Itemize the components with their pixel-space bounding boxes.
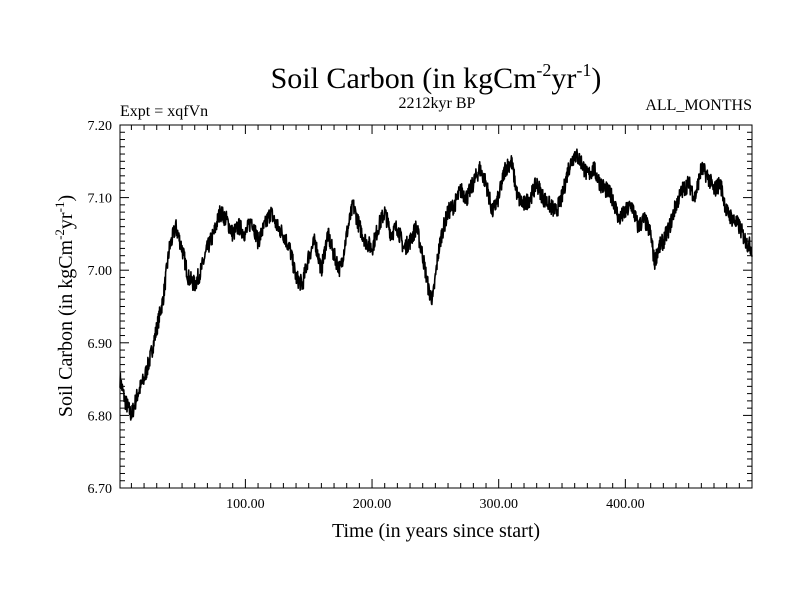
y-axis-label-sup1: -2	[52, 229, 67, 240]
y-axis-label-mid: yr	[55, 212, 77, 229]
subtitle-period: 2212kyr BP	[399, 95, 476, 112]
subtitle-months: ALL_MONTHS	[645, 97, 752, 114]
minor-ticks	[120, 125, 752, 488]
chart-title-sup1: -2	[536, 60, 551, 80]
x-tick-label: 300.00	[479, 497, 518, 512]
plot-frame	[119, 124, 753, 489]
x-tick-label: 400.00	[606, 497, 645, 512]
y-axis-label-end: )	[55, 195, 77, 202]
chart-title-mid: yr	[551, 62, 576, 95]
x-axis-label: Time (in years since start)	[332, 520, 540, 542]
chart-title: Soil Carbon (in kgCm-2yr-1)	[271, 60, 602, 95]
x-tick-label: 200.00	[353, 497, 392, 512]
chart-title-sup2: -1	[576, 60, 591, 80]
y-tick-label: 7.00	[88, 264, 113, 279]
y-tick-label: 6.80	[88, 409, 113, 424]
chart-title-main: Soil Carbon (in kgCm	[271, 62, 537, 95]
x-tick-label: 100.00	[226, 497, 265, 512]
subtitle-experiment: Expt = xqfVn	[120, 103, 208, 120]
y-tick-label: 7.10	[88, 192, 113, 207]
soil-carbon-line	[119, 148, 753, 421]
y-tick-label: 7.20	[88, 119, 113, 134]
chart-title-end: )	[591, 62, 601, 95]
data-line-series	[119, 148, 753, 421]
y-tick-label: 6.70	[88, 482, 113, 497]
y-axis-label: Soil Carbon (in kgCm-2yr-1)	[52, 195, 77, 417]
y-tick-labels: 6.70 6.80 6.90 7.00 7.10 7.20	[88, 119, 113, 497]
y-axis-label-sup2: -1	[52, 202, 67, 213]
y-axis-label-main: Soil Carbon (in kgCm	[55, 239, 77, 417]
y-tick-label: 6.90	[88, 337, 113, 352]
major-ticks	[120, 125, 752, 488]
x-tick-labels: 100.00 200.00 300.00 400.00	[226, 497, 644, 512]
